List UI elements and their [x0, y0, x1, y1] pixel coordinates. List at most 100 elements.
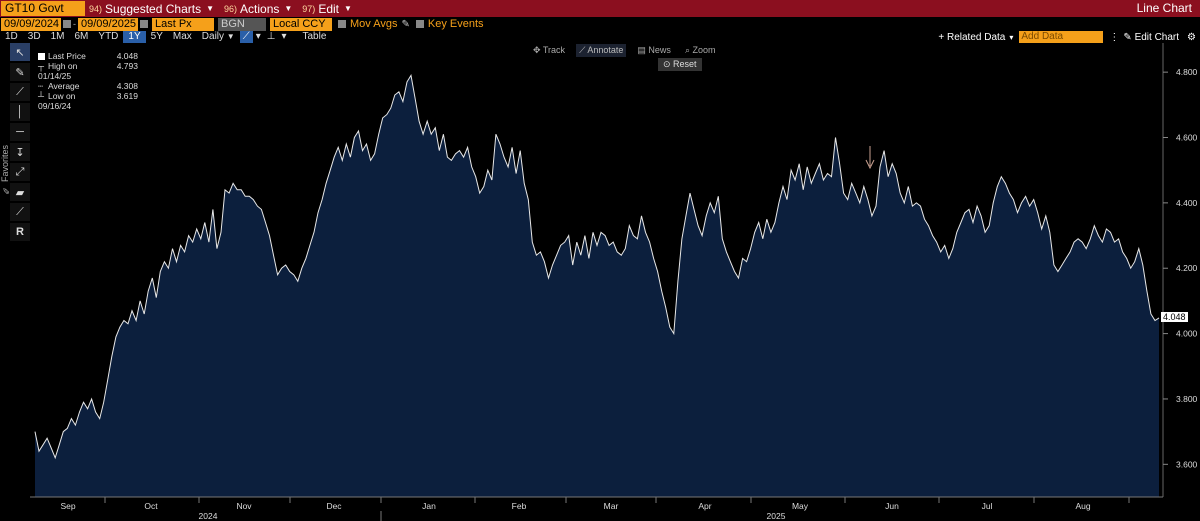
- legend-name: Low on 09/16/24: [38, 91, 76, 111]
- actions-menu[interactable]: 96) Actions ▼: [224, 2, 292, 16]
- pen-icon[interactable]: ✎: [10, 63, 30, 81]
- chart-type-label: Line Chart: [1136, 1, 1192, 15]
- chart-options-dropdown-icon[interactable]: ▾: [281, 31, 287, 42]
- period-ytd-button[interactable]: YTD: [98, 31, 119, 42]
- date-separator-icon: -: [73, 19, 76, 29]
- reset-button[interactable]: ⊙ Reset: [658, 58, 702, 71]
- period-1d-button[interactable]: 1D: [5, 31, 18, 42]
- zoom-label: Zoom: [692, 45, 716, 55]
- cursor-icon[interactable]: ↖: [10, 43, 30, 61]
- security-field[interactable]: GT10 Govt: [1, 1, 85, 16]
- x-tick-label: Oct: [144, 501, 158, 511]
- price-line: [34, 74, 1160, 460]
- rectangle-icon[interactable]: ▰: [10, 183, 30, 201]
- field-selector[interactable]: Last Px: [152, 17, 214, 31]
- chart-mode-tools: ✥ Track ⟋ Annotate ▤ News ⌕ Zoom: [530, 44, 727, 57]
- end-date-field[interactable]: 09/09/2025: [78, 17, 138, 31]
- add-data-input[interactable]: Add Data: [1019, 31, 1104, 43]
- percent-measure-icon[interactable]: ↧: [10, 143, 30, 161]
- period-5y-button[interactable]: 5Y: [150, 31, 163, 42]
- legend-value: 4.048: [116, 51, 138, 61]
- line-chart-icon[interactable]: ⟋: [239, 31, 253, 43]
- menu-number: 94): [89, 3, 103, 14]
- more-icon[interactable]: ⋮: [1109, 31, 1120, 43]
- ray-icon[interactable]: ⟋: [10, 203, 30, 221]
- period-3d-button[interactable]: 3D: [27, 31, 41, 42]
- y-tick-label: 4.400: [1176, 198, 1198, 208]
- frequency-label: Daily: [201, 31, 225, 42]
- frequency-dropdown[interactable]: Daily ▼: [197, 31, 240, 43]
- edit-chart-label: Edit Chart: [1134, 31, 1180, 43]
- calendar-icon[interactable]: [63, 20, 71, 28]
- news-button[interactable]: ▤ News: [637, 45, 671, 55]
- y-tick-label: 4.200: [1176, 263, 1198, 273]
- x-tick-label: Nov: [236, 501, 252, 511]
- currency-field[interactable]: Local CCY: [270, 17, 332, 31]
- chart-legend: Last Price 4.048 ┬ High on 01/14/25 4.793…: [38, 51, 138, 111]
- right-controls: + Related Data ▾ Add Data ⋮ ✎ Edit Chart…: [934, 31, 1200, 43]
- average-marker-icon: ┄: [38, 81, 44, 91]
- news-label: News: [648, 45, 671, 55]
- legend-item: ┴ Low on 09/16/24 3.619: [38, 91, 138, 111]
- period-1y-button[interactable]: 1Y: [123, 31, 146, 43]
- edit-menu[interactable]: 97) Edit ▼: [302, 2, 352, 16]
- start-date-field[interactable]: 09/09/2024: [1, 17, 61, 31]
- table-button[interactable]: Table: [302, 31, 327, 42]
- title-bar: GT10 Govt 94) Suggested Charts ▼ 96) Act…: [0, 0, 1200, 17]
- vertical-line-icon[interactable]: │: [10, 103, 30, 121]
- calendar-icon[interactable]: [140, 20, 148, 28]
- mov-avgs-checkbox[interactable]: [338, 20, 346, 28]
- menu-number: 97): [302, 3, 316, 14]
- legend-value: 3.619: [116, 91, 138, 101]
- trendline-icon[interactable]: ⟋: [10, 83, 30, 101]
- related-data-button[interactable]: + Related Data: [938, 31, 1006, 43]
- mov-avgs-label: Mov Avgs: [350, 18, 398, 30]
- drawing-toolbar: ↖ ✎ ⟋ │ ─ ↧ ⤢ ▰ ⟋ R: [10, 43, 30, 243]
- zoom-button[interactable]: ⌕ Zoom: [684, 45, 716, 55]
- high-marker-icon: ┬: [38, 61, 45, 71]
- caret-down-icon: ▼: [206, 4, 214, 13]
- menu-label: Edit: [318, 1, 339, 16]
- bar-chart-icon[interactable]: ⊥: [266, 31, 276, 42]
- period-6m-button[interactable]: 6M: [74, 31, 89, 42]
- period-max-button[interactable]: Max: [172, 31, 192, 42]
- key-events-checkbox[interactable]: [415, 20, 424, 28]
- pencil-icon[interactable]: ✎: [401, 18, 410, 30]
- favorites-tab[interactable]: ✎ Favorites: [0, 145, 10, 195]
- last-price-label: 4.048: [1161, 312, 1188, 322]
- price-chart[interactable]: 3.600 3.800 4.000 4.200 4.400 4.600 4.800 Sep O…: [0, 43, 1200, 521]
- price-area: [35, 75, 1159, 498]
- legend-item[interactable]: Last Price 4.048: [38, 51, 138, 61]
- chart-style-dropdown-icon[interactable]: ▾: [255, 31, 261, 42]
- y-axis: 3.600 3.800 4.000 4.200 4.400 4.600 4.800: [1162, 43, 1198, 497]
- settings-icon[interactable]: ⚙: [1187, 31, 1196, 43]
- year-label: 2024: [199, 511, 218, 521]
- key-events-label: Key Events: [427, 18, 484, 30]
- r-tool-icon[interactable]: R: [10, 223, 30, 241]
- y-tick-label: 4.800: [1176, 67, 1198, 77]
- period-row: 1D 3D 1M 6M YTD 1Y 5Y Max Daily ▼ ⟋ ▾ ⊥ …: [0, 31, 1200, 43]
- channel-icon[interactable]: ⤢: [10, 163, 30, 181]
- legend-item: ┄ Average 4.308: [38, 81, 138, 91]
- suggested-charts-menu[interactable]: 94) Suggested Charts ▼: [89, 2, 214, 16]
- x-axis: Sep Oct Nov Dec Jan Feb Mar Apr May Jun Jul Aug 2024…: [30, 496, 1163, 521]
- y-tick-label: 4.000: [1176, 329, 1198, 339]
- caret-down-icon: ▼: [226, 32, 235, 41]
- legend-value: 4.793: [116, 61, 138, 71]
- legend-value: 4.308: [116, 81, 138, 91]
- x-tick-label: May: [792, 501, 809, 511]
- edit-chart-button[interactable]: ✎ Edit Chart: [1123, 31, 1180, 43]
- period-1m-button[interactable]: 1M: [50, 31, 65, 42]
- x-tick-label: Apr: [698, 501, 711, 511]
- track-label: Track: [542, 45, 566, 55]
- source-field[interactable]: BGN: [218, 17, 266, 31]
- x-tick-label: Jan: [422, 501, 436, 511]
- annotate-label: Annotate: [587, 45, 624, 55]
- year-label: 2025: [767, 511, 786, 521]
- annotate-button[interactable]: ⟋ Annotate: [576, 44, 627, 57]
- caret-down-icon[interactable]: ▾: [1009, 32, 1014, 42]
- track-button[interactable]: ✥ Track: [533, 45, 566, 55]
- legend-swatch: [38, 53, 45, 61]
- horizontal-line-icon[interactable]: ─: [10, 123, 30, 141]
- favorites-pencil-icon: ✎: [0, 182, 10, 195]
